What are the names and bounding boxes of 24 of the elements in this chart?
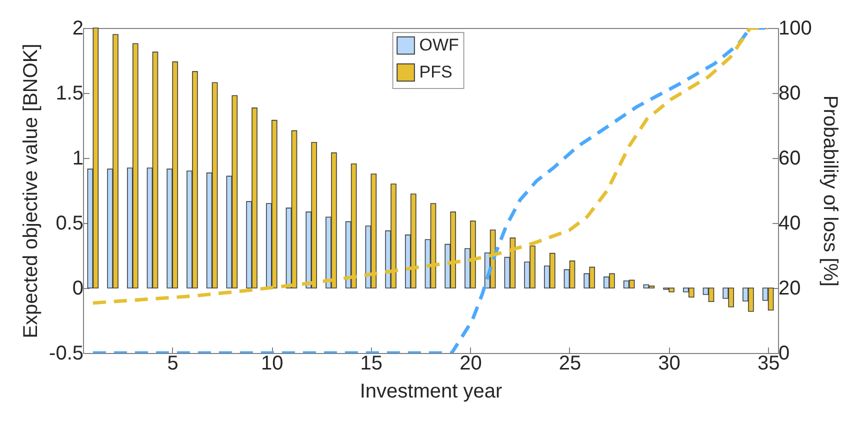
y2-tick-label: 80 bbox=[778, 82, 801, 104]
x-tick-label: 10 bbox=[261, 352, 284, 374]
y-tick-label: 0 bbox=[72, 278, 84, 300]
x-tick-label: 20 bbox=[460, 352, 482, 374]
y-tick-label: -0.5 bbox=[49, 342, 84, 364]
y-tick-label: 0.5 bbox=[56, 212, 84, 234]
x-tick-label: 15 bbox=[360, 352, 383, 374]
x-axis-title: Investment year bbox=[360, 380, 502, 402]
y2-axis-title: Probability of loss [%] bbox=[818, 95, 841, 287]
y-axis-title: Expected objective value [BNOK] bbox=[20, 44, 42, 338]
y-tick-label: 1 bbox=[72, 148, 84, 170]
y2-tick-label: 20 bbox=[778, 278, 801, 300]
x-tick-label: 30 bbox=[658, 352, 680, 374]
y2-tick-label: 40 bbox=[778, 212, 801, 234]
x-tick-label: 5 bbox=[167, 352, 178, 374]
x-tick-label: 25 bbox=[558, 352, 582, 374]
y2-tick-label: 60 bbox=[778, 148, 801, 170]
y-tick-label: 1.5 bbox=[56, 82, 84, 104]
x-tick-label: 35 bbox=[757, 352, 780, 374]
y2-tick-label: 100 bbox=[778, 18, 812, 40]
y-tick-label: 2 bbox=[72, 18, 84, 40]
legend-label: PFS bbox=[419, 62, 452, 82]
y2-tick-label: 0 bbox=[778, 342, 790, 364]
legend-label: OWF bbox=[419, 36, 459, 54]
